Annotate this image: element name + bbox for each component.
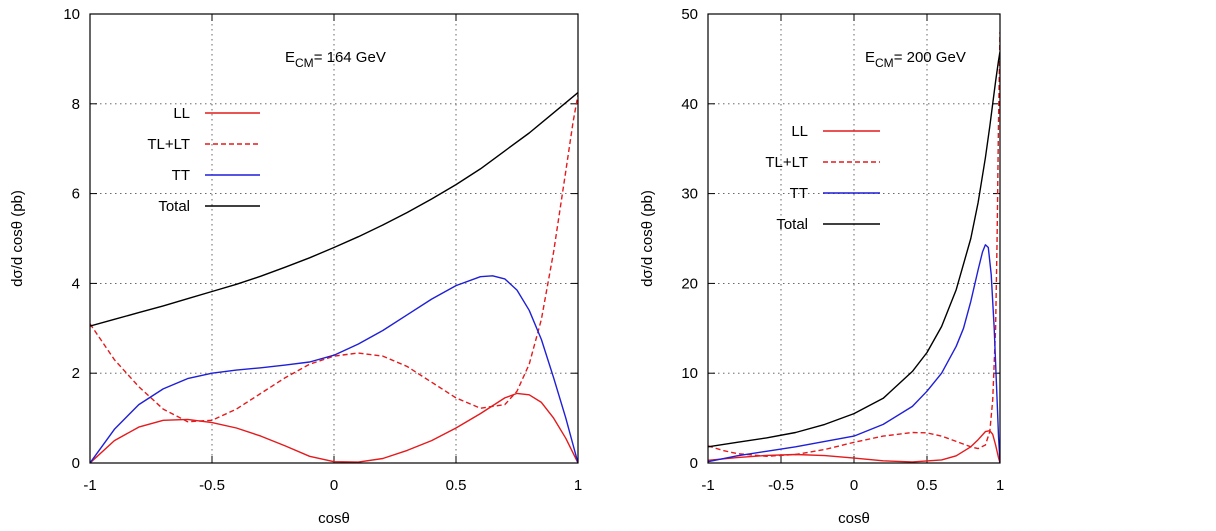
plot-frame <box>707 13 1001 464</box>
legend-label: TT <box>172 167 190 184</box>
y-tick-label: 6 <box>72 186 80 203</box>
x-tick-label: 0.5 <box>446 477 467 494</box>
x-tick-label: -1 <box>701 477 714 494</box>
plot-frame <box>89 13 579 464</box>
y-axis-label: dσ/d cosθ (pb) <box>9 190 26 287</box>
y-tick-label: 2 <box>72 365 80 382</box>
x-axis-label: cosθ <box>838 510 870 527</box>
x-tick-label: -1 <box>83 477 96 494</box>
legend-label: Total <box>158 198 190 215</box>
series-line-ll <box>90 392 578 463</box>
x-tick-label: 1 <box>996 477 1004 494</box>
y-axis-label: dσ/d cosθ (pb) <box>639 190 656 287</box>
y-tick-label: 0 <box>690 455 698 472</box>
energy-annotation: ECM= 200 GeV <box>865 49 966 70</box>
series-line-total <box>708 51 1000 448</box>
y-tick-label: 8 <box>72 96 80 113</box>
y-tick-label: 50 <box>681 6 698 23</box>
x-tick-label: 0.5 <box>917 477 938 494</box>
y-tick-label: 30 <box>681 186 698 203</box>
y-tick-label: 0 <box>72 455 80 472</box>
y-tick-label: 4 <box>72 275 80 292</box>
legend-label: Total <box>776 216 808 233</box>
legend-label: TL+LT <box>765 154 808 171</box>
series-line-tt <box>708 244 1000 463</box>
x-tick-label: -0.5 <box>768 477 794 494</box>
plot-area <box>90 92 578 463</box>
series-line-total <box>90 92 578 327</box>
x-tick-label: 0 <box>330 477 338 494</box>
y-tick-label: 20 <box>681 275 698 292</box>
x-tick-label: -0.5 <box>199 477 225 494</box>
x-tick-label: 0 <box>850 477 858 494</box>
series-line-tl-lt <box>90 94 578 423</box>
legend-label: TL+LT <box>147 136 190 153</box>
y-tick-label: 40 <box>681 96 698 113</box>
legend-label: TT <box>790 185 808 202</box>
energy-annotation: ECM= 164 GeV <box>285 49 386 70</box>
plot-area <box>708 31 1000 463</box>
series-line-tt <box>90 275 578 463</box>
x-tick-label: 1 <box>574 477 582 494</box>
legend-label: LL <box>791 123 808 140</box>
y-tick-label: 10 <box>681 365 698 382</box>
y-tick-label: 10 <box>63 6 80 23</box>
legend-label: LL <box>173 105 190 122</box>
x-axis-label: cosθ <box>318 510 350 527</box>
